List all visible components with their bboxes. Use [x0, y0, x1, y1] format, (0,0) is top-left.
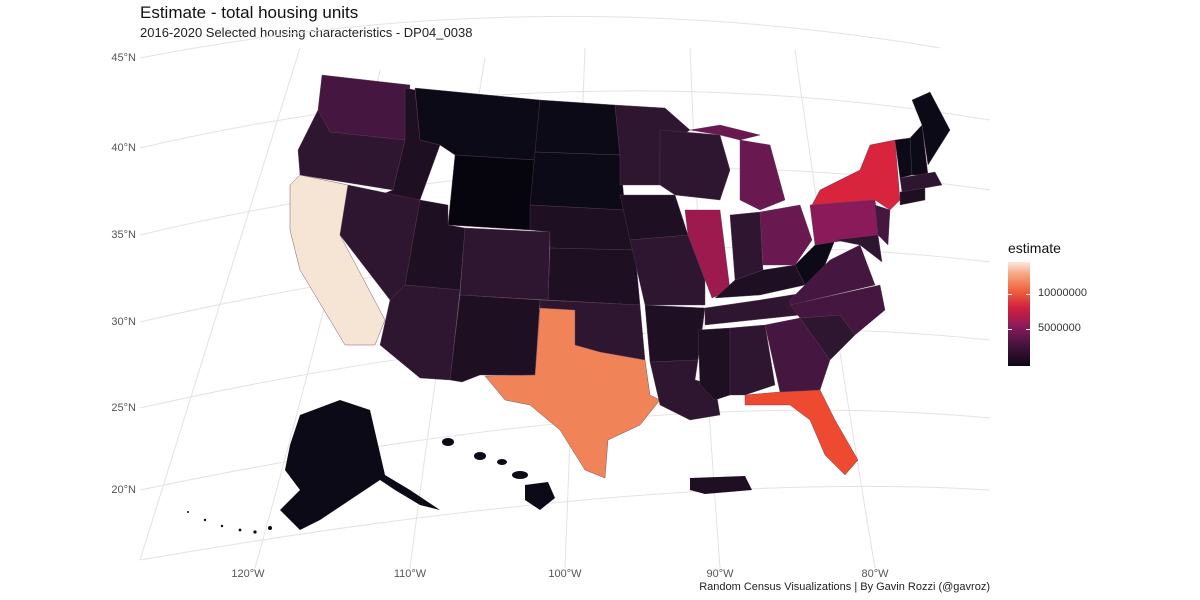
legend: estimate 10000000 5000000 — [1008, 240, 1087, 366]
state-louisiana[interactable] — [649, 359, 721, 421]
legend-tick — [1008, 294, 1012, 295]
state-maryland[interactable] — [834, 234, 883, 263]
state-maine[interactable] — [911, 91, 951, 166]
state-arkansas[interactable] — [644, 304, 706, 363]
state-michigan-upper[interactable] — [689, 124, 761, 141]
lat-label-40: 40°N — [111, 142, 136, 154]
legend-tick — [1026, 329, 1030, 330]
state-kansas[interactable] — [547, 247, 641, 306]
state-alabama[interactable] — [729, 324, 776, 396]
lat-label-35: 35°N — [111, 229, 136, 241]
legend-tick — [1008, 329, 1012, 330]
state-wyoming[interactable] — [447, 154, 536, 231]
lon-label-90: 90°W — [706, 568, 734, 580]
state-arizona[interactable] — [379, 284, 461, 381]
legend-label-10m: 10000000 — [1038, 287, 1087, 299]
state-georgia[interactable] — [764, 317, 831, 393]
caption: Random Census Visualizations | By Gavin … — [699, 581, 990, 593]
legend-tick — [1026, 294, 1030, 295]
state-missouri[interactable] — [629, 234, 706, 306]
lat-label-45: 45°N — [111, 52, 136, 64]
states-layer — [289, 74, 951, 479]
state-south-dakota[interactable] — [529, 151, 626, 211]
lon-label-110: 110°W — [393, 568, 427, 580]
legend-colorbar — [1008, 262, 1030, 366]
state-iowa[interactable] — [619, 194, 689, 241]
state-florida[interactable] — [744, 389, 859, 476]
state-new-york[interactable] — [811, 139, 901, 211]
legend-label-5m: 5000000 — [1038, 322, 1081, 334]
lon-label-120: 120°W — [231, 568, 265, 580]
lon-label-100: 100°W — [548, 568, 582, 580]
map-title: Estimate - total housing units — [140, 3, 359, 22]
state-mississippi[interactable] — [697, 327, 731, 401]
state-new-jersey[interactable] — [874, 204, 891, 246]
state-connecticut[interactable] — [899, 187, 926, 206]
state-washington[interactable] — [317, 74, 411, 141]
lat-label-20: 20°N — [111, 484, 136, 496]
state-new-mexico[interactable] — [449, 294, 541, 383]
state-ohio[interactable] — [759, 204, 813, 266]
state-hawaii[interactable] — [442, 438, 555, 510]
lat-label-30: 30°N — [111, 316, 136, 328]
state-north-carolina[interactable] — [789, 284, 886, 336]
lon-label-80: 80°W — [861, 568, 889, 580]
aleutian-islands — [187, 511, 272, 534]
legend-title: estimate — [1008, 240, 1061, 256]
state-texas[interactable] — [484, 307, 661, 479]
state-north-dakota[interactable] — [534, 99, 621, 156]
state-massachusetts[interactable] — [899, 171, 943, 193]
state-alaska[interactable] — [280, 400, 440, 530]
lat-label-25: 25°N — [111, 402, 136, 414]
map-subtitle: 2016-2020 Selected housing characteristi… — [140, 25, 473, 40]
state-indiana[interactable] — [729, 211, 764, 281]
state-wisconsin[interactable] — [659, 129, 731, 201]
state-colorado[interactable] — [459, 227, 551, 301]
territory-puerto-rico[interactable] — [690, 476, 752, 494]
state-michigan[interactable] — [739, 139, 786, 211]
state-west-virginia[interactable] — [794, 239, 836, 286]
